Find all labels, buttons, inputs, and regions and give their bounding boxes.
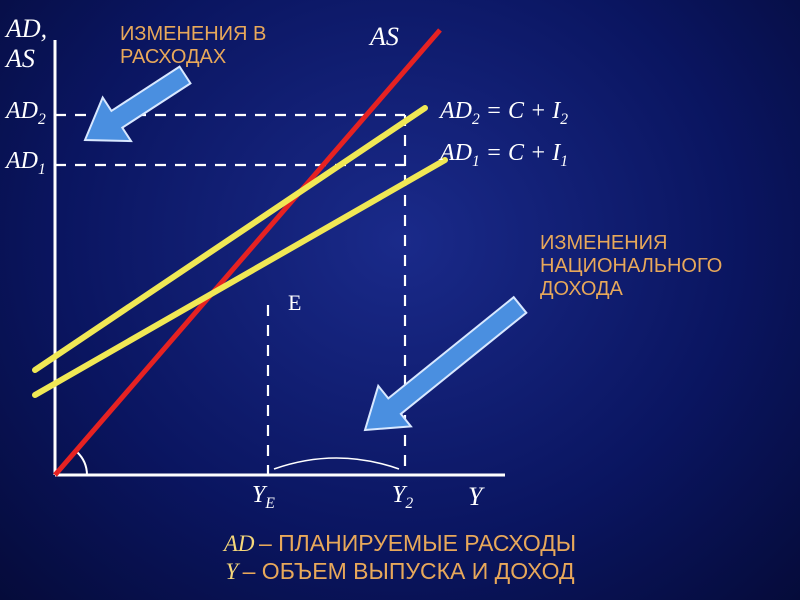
angle-arc [77,452,87,475]
ad1-line [35,160,445,395]
legend-y-key: Y [225,559,238,584]
ad2-tick-label: AD2 [6,98,46,129]
y-axis-label: AD, AS [6,14,47,74]
eq-ad1: AD1 = C + I1 [440,140,568,171]
annotation-income: ИЗМЕНЕНИЯНАЦИОНАЛЬНОГОДОХОДА [540,232,722,301]
ad2-line [35,108,425,370]
legend-ad-key: AD [224,531,255,556]
annotation-expenditure: ИЗМЕНЕНИЯ ВРАСХОДАХ [120,23,266,69]
legend-y-text: – ОБЪЕМ ВЫПУСКА И ДОХОД [243,558,575,584]
x-brace [274,458,399,469]
x-axis-label: Y [468,482,482,512]
x-tick-y2: Y2 [392,482,413,513]
as-curve-label: AS [370,22,399,52]
ad1-tick-label: AD1 [6,148,46,179]
legend-ad-text: – ПЛАНИРУЕМЫЕ РАСХОДЫ [259,530,576,556]
arrow-income [349,285,537,450]
legend: AD – ПЛАНИРУЕМЫЕ РАСХОДЫ Y – ОБЪЕМ ВЫПУС… [0,530,800,585]
point-e-label: E [288,290,301,316]
x-tick-ye: YE [252,482,275,513]
eq-ad2: AD2 = C + I2 [440,98,568,129]
arrow-expenditure [71,53,199,162]
